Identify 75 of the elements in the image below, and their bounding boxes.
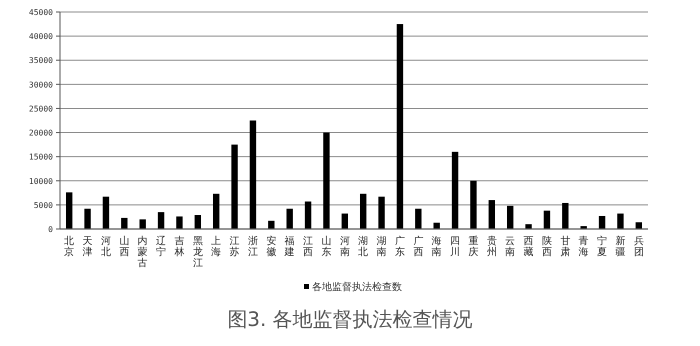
x-tick-label: 北京 <box>64 235 74 258</box>
x-tick-label: 江苏 <box>230 235 240 258</box>
bar <box>66 192 72 229</box>
bar <box>470 180 477 229</box>
bar <box>598 216 606 229</box>
x-tick-label: 江西 <box>303 235 314 258</box>
x-tick-label: 吉林 <box>173 235 184 258</box>
y-tick-label: 10000 <box>28 176 54 186</box>
bar <box>617 214 624 229</box>
bar <box>194 215 202 229</box>
x-tick-label: 山东 <box>321 235 332 258</box>
text: 图3. 各地监督执法检查情况 <box>227 307 473 331</box>
bar <box>176 216 183 229</box>
x-tick-label: 黑龙江 <box>192 236 203 269</box>
x-tick-label: 兵团 <box>634 235 644 258</box>
bar <box>544 210 550 229</box>
y-tick-label: 5000 <box>34 200 54 210</box>
bar <box>636 222 642 229</box>
x-tick-label: 重庆 <box>468 235 478 258</box>
x-tick-label: 陕西 <box>542 235 552 258</box>
bar <box>342 214 348 229</box>
bar <box>212 194 220 229</box>
bar <box>396 24 404 229</box>
y-tick-label: 0 <box>48 225 54 234</box>
bar <box>158 212 164 229</box>
bar <box>525 224 532 229</box>
x-tick-label: 海南 <box>432 235 442 258</box>
x-tick-label: 贵州 <box>486 235 497 258</box>
y-tick-label: 30000 <box>28 80 54 90</box>
bar <box>102 196 110 229</box>
x-tick-label: 湖南 <box>376 235 387 258</box>
bar <box>562 202 569 229</box>
x-tick-label: 上海 <box>211 235 222 258</box>
x-tick-label: 天津 <box>82 236 93 258</box>
x-tick-label: 广西 <box>413 235 424 258</box>
y-tick-label: 35000 <box>28 56 54 66</box>
legend-label: 各地监督执法检查数 <box>312 281 402 293</box>
x-tick-label: 河南 <box>340 235 350 258</box>
bar <box>139 219 146 229</box>
x-tick-label: 青海 <box>578 235 589 258</box>
x-tick-label: 新疆 <box>615 235 626 258</box>
bar <box>250 120 256 229</box>
x-tick-label: 浙江 <box>248 235 258 258</box>
x-tick-label: 广东 <box>394 235 405 258</box>
x-tick-label: 四川 <box>450 236 460 258</box>
bar <box>378 196 385 229</box>
x-tick-label: 山西 <box>119 235 130 258</box>
x-tick-label: 福建 <box>284 235 295 258</box>
bar <box>121 218 128 229</box>
x-tick-label: 甘肃 <box>560 235 570 258</box>
bar <box>323 132 330 229</box>
y-tick-label: 20000 <box>28 128 54 138</box>
y-tick-label: 25000 <box>28 104 54 114</box>
x-tick-label: 辽宁 <box>156 235 166 258</box>
bar <box>286 208 293 229</box>
y-tick-label: 15000 <box>28 152 54 162</box>
bar <box>506 206 514 229</box>
bar <box>415 208 422 229</box>
bar <box>84 208 91 229</box>
bar <box>488 200 496 229</box>
x-tick-label: 西藏 <box>524 236 534 258</box>
bar <box>231 144 238 229</box>
bar <box>433 222 440 229</box>
bar <box>360 194 366 229</box>
x-tick-label: 安徽 <box>266 235 276 258</box>
bar <box>268 220 275 229</box>
bar <box>452 152 458 229</box>
x-tick-label: 湖北 <box>358 235 368 258</box>
y-tick-label: 45000 <box>28 8 54 17</box>
x-tick-label: 云南 <box>505 236 516 258</box>
bar <box>304 202 312 229</box>
x-tick-label: 内蒙古 <box>138 235 148 269</box>
x-tick-label: 宁夏 <box>597 235 608 258</box>
y-tick-label: 40000 <box>28 32 54 42</box>
x-tick-label: 河北 <box>100 235 111 258</box>
